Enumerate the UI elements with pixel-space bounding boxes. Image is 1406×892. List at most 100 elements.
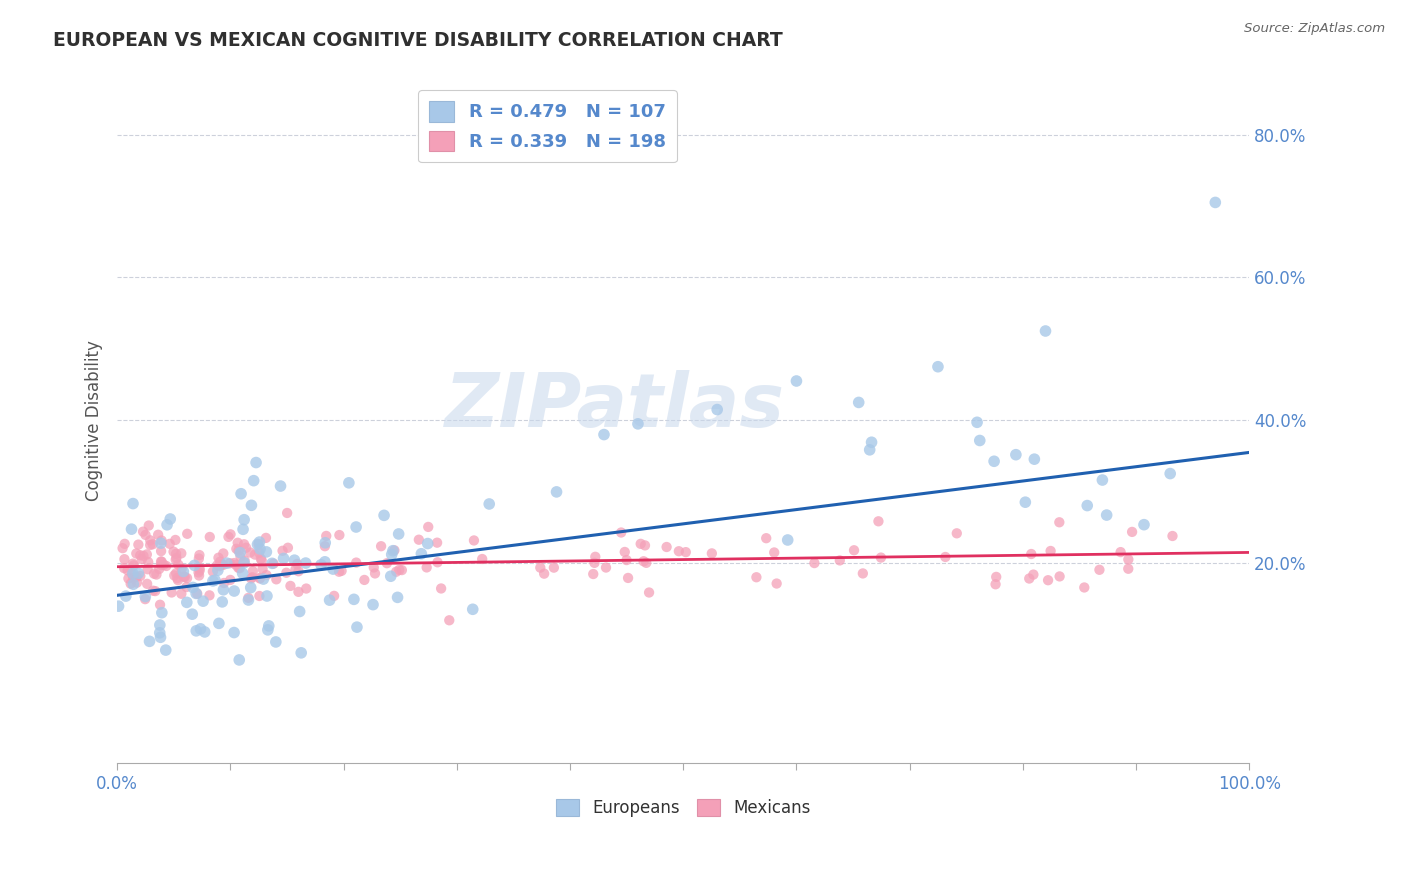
Point: [159, 537, 181, 551]
Point: [384, 543, 406, 558]
Point: [828, 553, 851, 567]
Point: [322, 562, 344, 576]
Point: [533, 566, 555, 581]
Point: [243, 548, 266, 562]
Point: [276, 566, 298, 580]
Point: [1073, 581, 1095, 595]
Point: [152, 558, 174, 572]
Point: [288, 605, 311, 619]
Point: [375, 556, 398, 570]
Point: [364, 566, 387, 581]
Point: [343, 592, 366, 607]
Point: [848, 395, 870, 409]
Point: [582, 567, 605, 582]
Point: [232, 522, 254, 536]
Point: [165, 552, 187, 566]
Point: [215, 556, 238, 570]
Point: [165, 547, 187, 561]
Point: [132, 524, 155, 539]
Point: [328, 565, 350, 579]
Point: [149, 630, 172, 644]
Point: [1116, 562, 1139, 576]
Point: [763, 545, 786, 559]
Point: [966, 415, 988, 429]
Point: [198, 530, 221, 544]
Point: [187, 551, 209, 566]
Point: [173, 569, 195, 583]
Point: [1204, 195, 1226, 210]
Point: [170, 587, 193, 601]
Point: [207, 563, 229, 577]
Point: [188, 563, 211, 577]
Point: [283, 553, 305, 567]
Point: [1039, 544, 1062, 558]
Point: [201, 565, 224, 579]
Point: [150, 533, 173, 548]
Point: [595, 560, 617, 574]
Point: [271, 543, 294, 558]
Point: [136, 577, 159, 591]
Point: [127, 538, 149, 552]
Point: [143, 566, 166, 581]
Point: [226, 560, 249, 574]
Point: [212, 582, 235, 597]
Point: [156, 517, 179, 532]
Point: [159, 512, 181, 526]
Point: [136, 555, 159, 569]
Point: [211, 595, 233, 609]
Point: [1022, 567, 1045, 582]
Point: [636, 556, 658, 570]
Point: [112, 561, 135, 575]
Point: [287, 564, 309, 578]
Point: [1088, 563, 1111, 577]
Point: [257, 619, 280, 633]
Point: [706, 402, 728, 417]
Point: [257, 623, 280, 637]
Point: [183, 558, 205, 573]
Point: [245, 456, 267, 470]
Point: [170, 546, 193, 560]
Point: [155, 643, 177, 657]
Point: [238, 593, 260, 607]
Point: [1019, 547, 1042, 561]
Point: [181, 607, 204, 622]
Point: [927, 359, 949, 374]
Point: [263, 557, 285, 571]
Point: [411, 547, 433, 561]
Legend: Europeans, Mexicans: Europeans, Mexicans: [550, 792, 817, 823]
Point: [228, 561, 250, 575]
Point: [134, 592, 156, 607]
Point: [187, 566, 209, 580]
Point: [986, 570, 1008, 584]
Point: [198, 588, 221, 602]
Point: [170, 562, 193, 576]
Point: [232, 566, 254, 581]
Point: [208, 616, 231, 631]
Point: [226, 535, 249, 549]
Point: [238, 591, 260, 605]
Point: [415, 560, 437, 574]
Point: [129, 548, 152, 562]
Point: [1047, 516, 1070, 530]
Point: [254, 531, 277, 545]
Point: [391, 563, 413, 577]
Point: [184, 586, 207, 600]
Point: [107, 599, 129, 614]
Point: [318, 593, 340, 607]
Point: [1121, 524, 1143, 539]
Point: [139, 538, 162, 552]
Point: [638, 585, 661, 599]
Point: [1014, 495, 1036, 509]
Point: [285, 557, 308, 571]
Point: [1159, 467, 1181, 481]
Point: [249, 589, 271, 603]
Point: [167, 558, 190, 572]
Point: [122, 497, 145, 511]
Point: [207, 550, 229, 565]
Point: [583, 549, 606, 564]
Point: [277, 541, 299, 555]
Point: [755, 531, 778, 545]
Text: ZIPatlas: ZIPatlas: [446, 370, 786, 443]
Point: [228, 653, 250, 667]
Point: [250, 551, 273, 566]
